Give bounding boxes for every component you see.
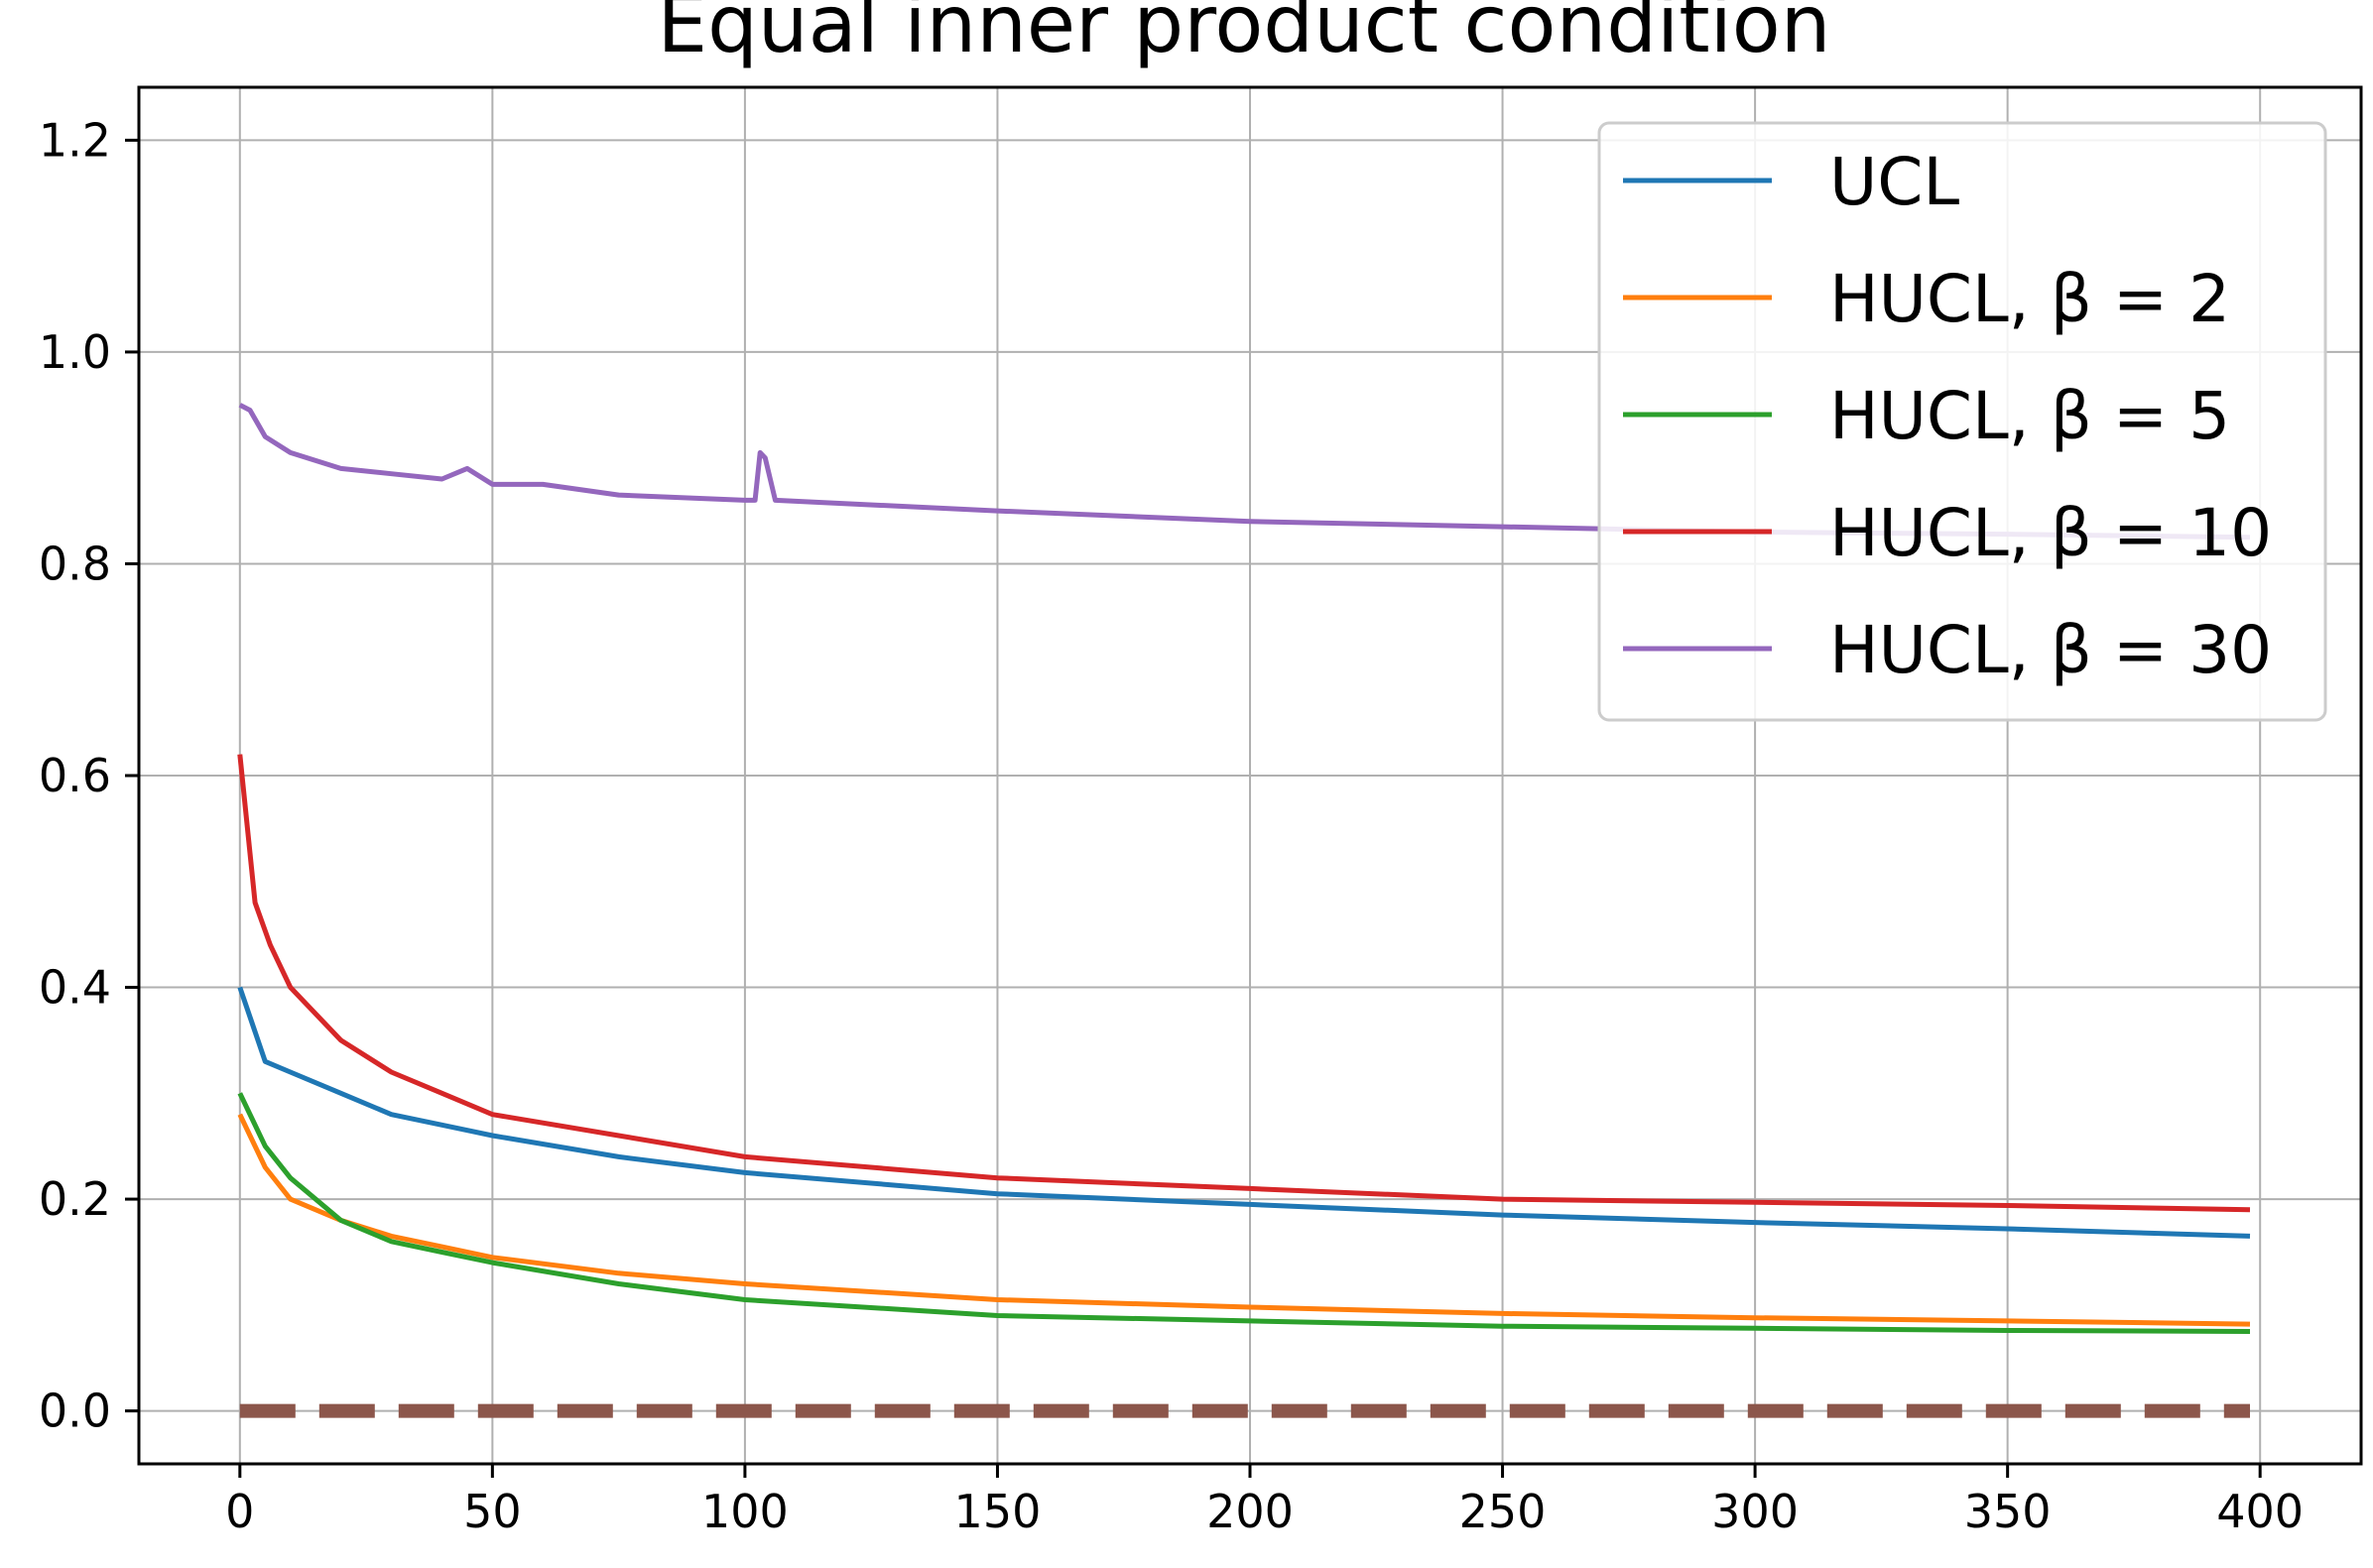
y-tick-label: 0.0 [39, 1385, 111, 1438]
legend-label: UCL [1829, 144, 1959, 220]
legend-label: HUCL, β = 10 [1829, 495, 2272, 571]
legend-label: HUCL, β = 5 [1829, 378, 2230, 454]
y-tick-label: 1.0 [39, 325, 111, 379]
legend-box [1597, 121, 2327, 722]
series-line-1 [237, 1113, 2251, 1327]
y-tick-label: 1.2 [39, 113, 111, 167]
x-tick-label: 50 [463, 1485, 522, 1538]
series-layer [237, 403, 2251, 1418]
x-tick-label: 300 [1711, 1485, 1799, 1538]
series-line-3 [237, 754, 2251, 1213]
x-tick-label: 250 [1459, 1485, 1547, 1538]
series-line-4 [238, 403, 2251, 541]
chart-title: Equal inner product condition [658, 0, 1831, 70]
x-tick-label: 200 [1206, 1485, 1294, 1538]
legend-label: HUCL, β = 2 [1829, 261, 2230, 337]
x-tick-label: 400 [2216, 1485, 2304, 1538]
y-tick-label: 0.8 [39, 537, 111, 590]
x-tick-label: 150 [954, 1485, 1042, 1538]
x-axis: 0 50 100 150 200 250 300 350 400 [225, 1464, 2304, 1538]
legend: UCL HUCL, β = 2 HUCL, β = 5 HUCL, β = 10 HUC… [1597, 121, 2327, 722]
legend-label: HUCL, β = 30 [1829, 612, 2272, 688]
y-tick-label: 0.2 [39, 1172, 111, 1226]
x-tick-label: 100 [701, 1485, 789, 1538]
series-line-2 [237, 1092, 2251, 1334]
y-tick-label: 0.6 [39, 749, 111, 802]
x-tick-label: 350 [1964, 1485, 2052, 1538]
x-tick-label: 0 [225, 1485, 254, 1538]
series-line-0 [237, 986, 2251, 1239]
y-tick-label: 0.4 [39, 961, 111, 1015]
y-axis: 0.0 0.2 0.4 0.6 0.8 1.0 1.2 [39, 113, 139, 1438]
